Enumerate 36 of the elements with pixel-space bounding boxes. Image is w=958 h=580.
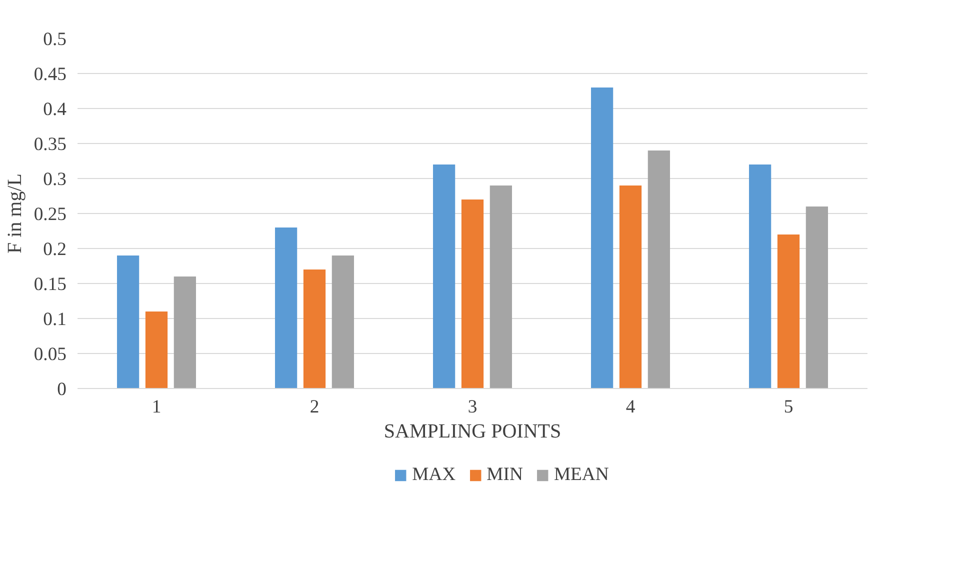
legend-label: MIN — [486, 464, 523, 486]
y-tick-label: 0.05 — [34, 344, 67, 365]
y-tick-label: 0.1 — [43, 309, 67, 330]
y-tick-label: 0.15 — [34, 274, 67, 295]
bar — [145, 312, 168, 388]
y-tick-label: 0 — [57, 379, 66, 400]
legend-label: MAX — [412, 464, 456, 486]
bar — [332, 256, 354, 388]
bar — [174, 276, 196, 388]
x-tick-label: 2 — [310, 396, 320, 418]
bar — [619, 186, 642, 388]
y-tick-label: 0.5 — [43, 29, 67, 50]
bar — [749, 164, 772, 388]
y-axis-title: F in mg/L — [4, 173, 26, 254]
y-tick-label: 0.2 — [43, 239, 67, 260]
bar — [490, 186, 512, 388]
bar — [433, 164, 456, 388]
bar — [117, 256, 140, 388]
bar — [777, 234, 800, 388]
bar — [303, 270, 326, 388]
legend-label: MEAN — [554, 464, 609, 486]
y-tick-label: 0.35 — [34, 134, 67, 155]
y-tick-label: 0.25 — [34, 204, 67, 225]
bar — [591, 88, 614, 388]
x-tick-label: 4 — [626, 396, 636, 418]
bar — [648, 150, 670, 388]
y-tick-label: 0.4 — [43, 99, 68, 120]
bar — [275, 228, 298, 388]
bar — [806, 206, 828, 388]
x-tick-label: 5 — [784, 396, 794, 418]
y-tick-label: 0.3 — [43, 169, 67, 190]
x-tick-label: 1 — [152, 396, 162, 418]
y-tick-label: 0.45 — [34, 64, 67, 85]
x-tick-label: 3 — [468, 396, 478, 418]
bar — [461, 200, 484, 388]
x-axis-title: SAMPLING POINTS — [384, 420, 562, 442]
